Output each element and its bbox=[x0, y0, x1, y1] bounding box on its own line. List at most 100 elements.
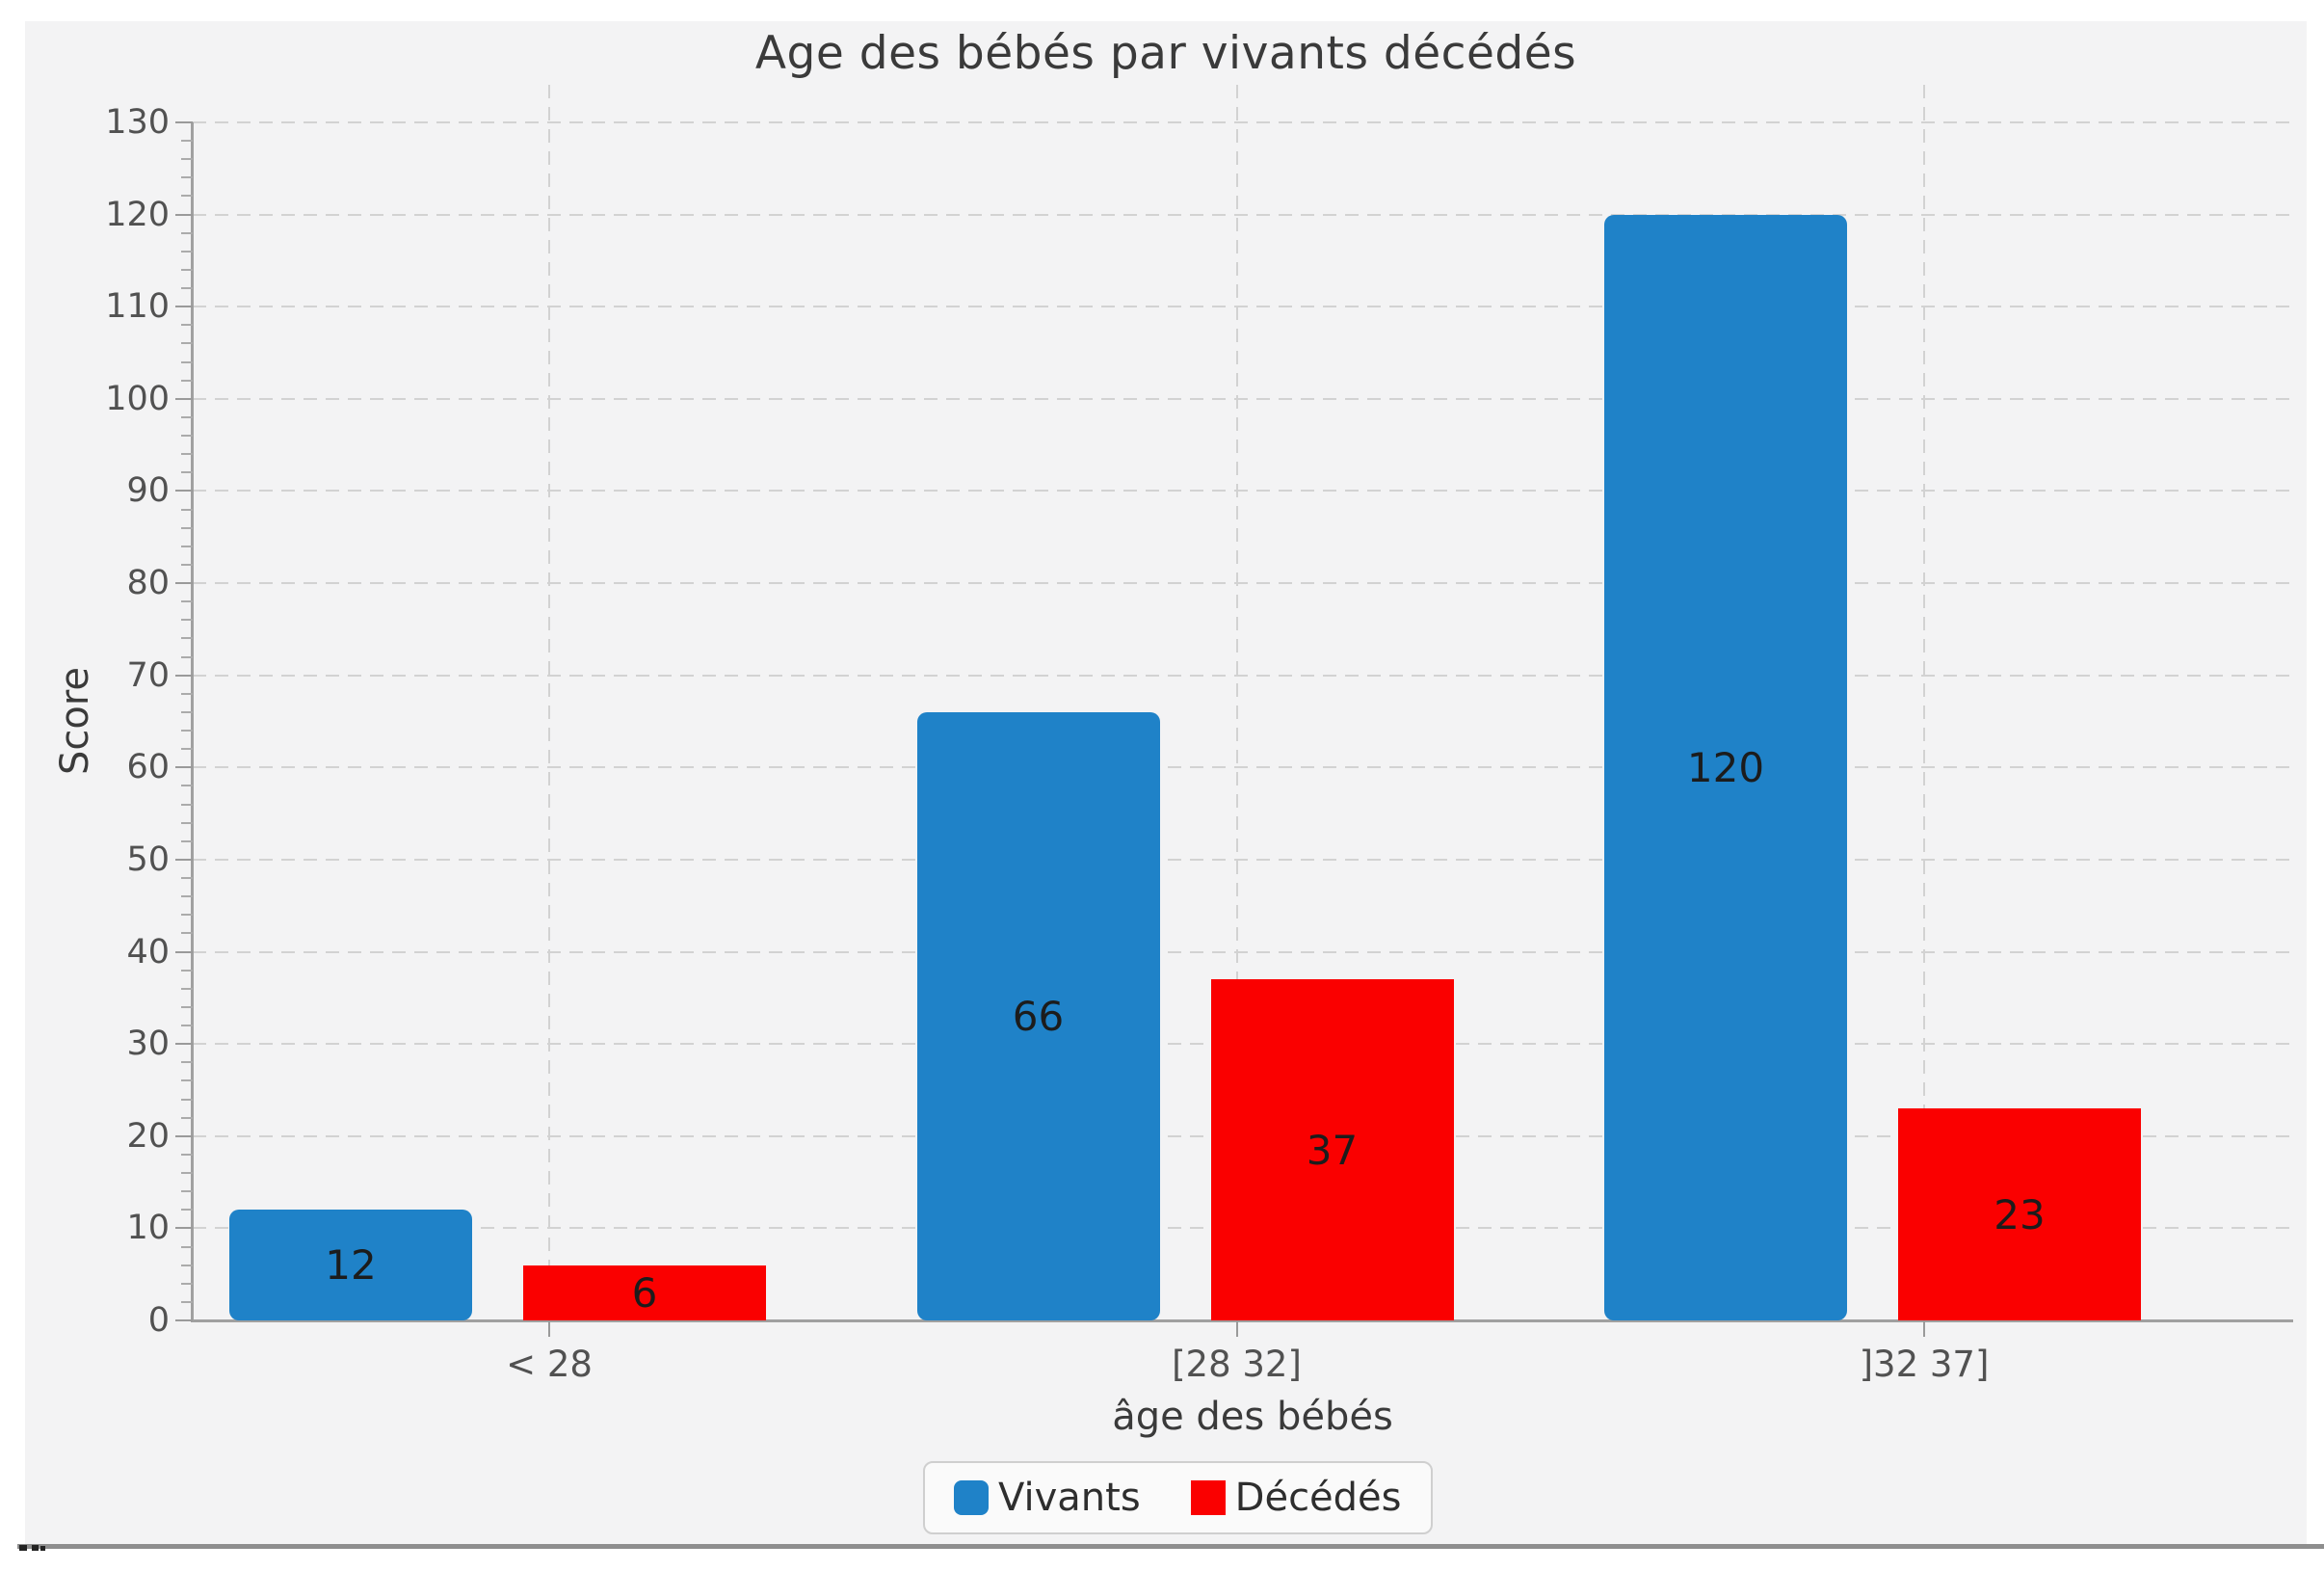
y-minor-tick bbox=[181, 287, 193, 290]
y-major-tick bbox=[175, 1134, 193, 1137]
y-minor-tick bbox=[181, 932, 193, 935]
bar-value-label: 66 bbox=[1012, 992, 1065, 1040]
bar-vivants-2: 66 bbox=[916, 711, 1160, 1320]
bar-décédés-3: 23 bbox=[1898, 1108, 2141, 1320]
y-minor-tick bbox=[181, 600, 193, 603]
y-minor-tick bbox=[181, 195, 193, 198]
y-tick-label: 120 bbox=[105, 195, 170, 234]
y-minor-tick bbox=[181, 877, 193, 880]
h-gridline bbox=[193, 213, 2293, 216]
y-minor-tick bbox=[181, 360, 193, 363]
y-minor-tick bbox=[181, 231, 193, 234]
y-minor-tick bbox=[181, 435, 193, 438]
y-minor-tick bbox=[181, 748, 193, 751]
h-gridline bbox=[193, 121, 2293, 123]
y-minor-tick bbox=[181, 655, 193, 658]
y-tick-label: 90 bbox=[126, 471, 170, 511]
y-minor-tick bbox=[181, 1282, 193, 1285]
screen-artifact bbox=[32, 1545, 39, 1551]
chart-title: Age des bébés par vivants décédés bbox=[754, 27, 1577, 80]
bar-value-label: 12 bbox=[325, 1241, 377, 1290]
y-minor-tick bbox=[181, 158, 193, 161]
y-minor-tick bbox=[181, 821, 193, 824]
y-minor-tick bbox=[181, 619, 193, 622]
x-axis-title: âge des bébés bbox=[1112, 1395, 1393, 1439]
y-minor-tick bbox=[181, 1025, 193, 1027]
h-gridline bbox=[193, 766, 2293, 769]
x-tick-label: < 28 bbox=[506, 1344, 593, 1385]
y-minor-tick bbox=[181, 1300, 193, 1303]
y-minor-tick bbox=[181, 1079, 193, 1082]
y-tick-label: 30 bbox=[126, 1025, 170, 1064]
x-tick-label: [28 32] bbox=[1172, 1344, 1302, 1385]
y-minor-tick bbox=[181, 1061, 193, 1064]
y-minor-tick bbox=[181, 803, 193, 806]
y-minor-tick bbox=[181, 140, 193, 143]
legend-item-vivants: Vivants bbox=[954, 1476, 1141, 1520]
y-minor-tick bbox=[181, 508, 193, 511]
legend-label-decedes: Décédés bbox=[1234, 1476, 1402, 1520]
bar-vivants-1: 12 bbox=[229, 1210, 472, 1320]
y-major-tick bbox=[175, 490, 193, 493]
y-major-tick bbox=[175, 674, 193, 677]
screen-artifact bbox=[19, 1545, 27, 1551]
y-minor-tick bbox=[181, 1190, 193, 1193]
y-minor-tick bbox=[181, 471, 193, 474]
chart-legend: Vivants Décédés bbox=[923, 1461, 1433, 1534]
bar-décédés-1: 6 bbox=[523, 1265, 766, 1320]
y-minor-tick bbox=[181, 415, 193, 418]
y-minor-tick bbox=[181, 545, 193, 547]
v-gridline bbox=[1235, 85, 1238, 1320]
y-major-tick bbox=[175, 1043, 193, 1046]
y-minor-tick bbox=[181, 710, 193, 713]
h-gridline bbox=[193, 950, 2293, 953]
y-minor-tick bbox=[181, 1264, 193, 1266]
h-gridline bbox=[193, 674, 2293, 677]
x-axis-spine bbox=[191, 1319, 2293, 1322]
h-gridline bbox=[193, 490, 2293, 493]
screen-artifact bbox=[40, 1546, 45, 1551]
y-major-tick bbox=[175, 1227, 193, 1230]
legend-swatch-vivants bbox=[954, 1480, 989, 1515]
y-major-tick bbox=[175, 397, 193, 400]
y-minor-tick bbox=[181, 1005, 193, 1008]
y-minor-tick bbox=[181, 637, 193, 640]
y-major-tick bbox=[175, 213, 193, 216]
y-minor-tick bbox=[181, 1153, 193, 1156]
y-major-tick bbox=[175, 950, 193, 953]
y-minor-tick bbox=[181, 563, 193, 566]
y-tick-label: 70 bbox=[126, 655, 170, 695]
legend-swatch-decedes bbox=[1190, 1480, 1226, 1515]
h-gridline bbox=[193, 397, 2293, 400]
v-gridline bbox=[548, 85, 550, 1320]
bar-value-label: 23 bbox=[1994, 1190, 2046, 1238]
y-tick-label: 60 bbox=[126, 748, 170, 787]
y-tick-label: 40 bbox=[126, 932, 170, 972]
y-major-tick bbox=[175, 766, 193, 769]
y-tick-label: 10 bbox=[126, 1209, 170, 1248]
y-tick-label: 50 bbox=[126, 839, 170, 879]
y-minor-tick bbox=[181, 1116, 193, 1119]
x-tick bbox=[1235, 1320, 1238, 1337]
bar-vivants-3: 120 bbox=[1604, 214, 1847, 1320]
y-major-tick bbox=[175, 582, 193, 585]
bar-value-label: 120 bbox=[1686, 743, 1765, 791]
y-minor-tick bbox=[181, 839, 193, 842]
y-minor-tick bbox=[181, 453, 193, 456]
legend-label-vivants: Vivants bbox=[998, 1476, 1141, 1520]
bar-value-label: 37 bbox=[1306, 1126, 1359, 1174]
legend-item-decedes: Décédés bbox=[1190, 1476, 1402, 1520]
bar-value-label: 6 bbox=[631, 1268, 658, 1317]
y-minor-tick bbox=[181, 1245, 193, 1248]
y-major-tick bbox=[175, 306, 193, 308]
y-minor-tick bbox=[181, 730, 193, 732]
h-gridline bbox=[193, 582, 2293, 585]
y-minor-tick bbox=[181, 176, 193, 179]
y-major-tick bbox=[175, 1319, 193, 1321]
y-minor-tick bbox=[181, 692, 193, 695]
h-gridline bbox=[193, 306, 2293, 308]
x-tick bbox=[548, 1320, 550, 1337]
y-minor-tick bbox=[181, 342, 193, 345]
y-minor-tick bbox=[181, 324, 193, 327]
